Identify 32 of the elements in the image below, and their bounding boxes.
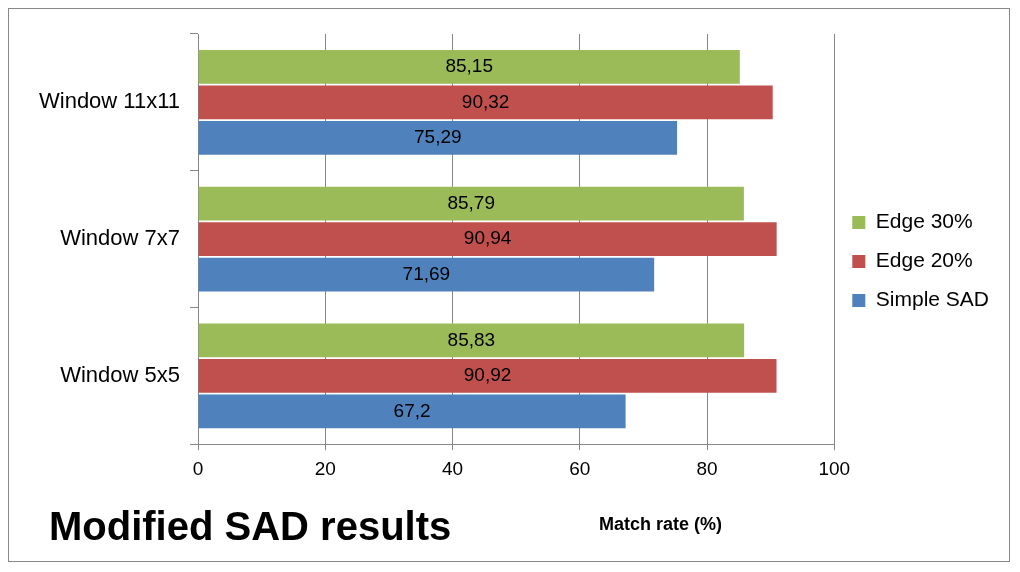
data-label: 67,2 — [393, 399, 431, 421]
bar — [198, 257, 655, 292]
legend-label: Simple SAD — [875, 287, 989, 311]
legend-label: Edge 30% — [875, 209, 973, 233]
data-label: 85,83 — [447, 328, 496, 350]
y-tick-label: Window 11x11 — [38, 88, 181, 114]
x-tick-label: 80 — [696, 457, 718, 479]
x-tick-label: 20 — [314, 457, 336, 479]
bar — [198, 121, 678, 155]
data-label: 90,92 — [463, 364, 512, 386]
data-label: 85,79 — [447, 191, 495, 213]
data-label: 85,15 — [445, 55, 493, 77]
x-tick-label: 0 — [192, 457, 204, 479]
text: Modified SAD results — [49, 504, 452, 549]
x-tick-label: 100 — [818, 457, 851, 479]
bar — [198, 85, 773, 120]
bar — [198, 323, 745, 358]
x-tick-label: 60 — [569, 457, 591, 479]
data-label: 75,29 — [414, 126, 462, 148]
bar — [198, 49, 740, 84]
data-label: 71,69 — [402, 262, 451, 284]
x-axis-title: Match rate (%) — [599, 514, 723, 535]
data-label: 90,32 — [461, 90, 510, 112]
y-tick-label: Window 5x5 — [60, 361, 181, 387]
data-label: 90,94 — [463, 227, 512, 249]
bar — [198, 186, 744, 221]
bar — [198, 222, 777, 256]
bar — [198, 394, 626, 429]
x-tick-label: 40 — [441, 457, 464, 479]
legend-label: Edge 20% — [875, 248, 973, 272]
y-tick-label: Window 7x7 — [60, 225, 181, 251]
bar — [198, 358, 777, 393]
